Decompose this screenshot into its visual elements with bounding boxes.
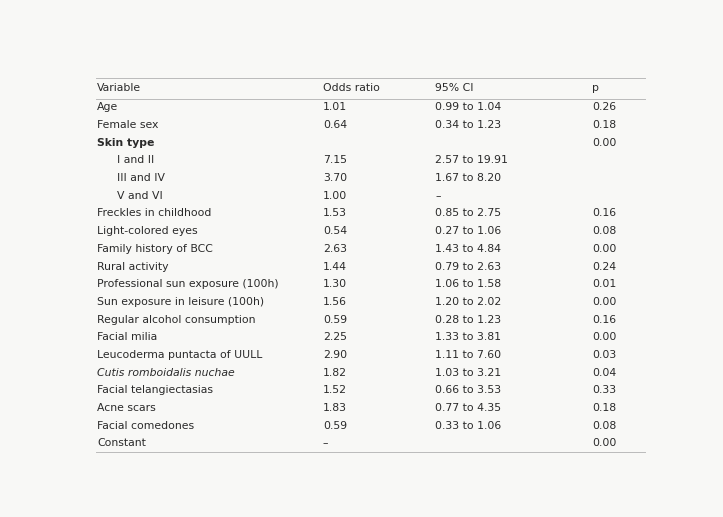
Text: 0.79 to 2.63: 0.79 to 2.63 bbox=[435, 262, 501, 271]
Text: 1.30: 1.30 bbox=[323, 279, 347, 289]
Text: Facial milia: Facial milia bbox=[97, 332, 158, 342]
Text: 0.16: 0.16 bbox=[592, 314, 616, 325]
Text: 1.52: 1.52 bbox=[323, 385, 347, 396]
Text: 2.25: 2.25 bbox=[323, 332, 347, 342]
Text: Sun exposure in leisure (100h): Sun exposure in leisure (100h) bbox=[97, 297, 264, 307]
Text: –: – bbox=[435, 191, 440, 201]
Text: Facial comedones: Facial comedones bbox=[97, 421, 194, 431]
Text: 0.28 to 1.23: 0.28 to 1.23 bbox=[435, 314, 501, 325]
Text: Skin type: Skin type bbox=[97, 138, 155, 148]
Text: 1.01: 1.01 bbox=[323, 102, 347, 112]
Text: III and IV: III and IV bbox=[116, 173, 165, 183]
Text: 1.44: 1.44 bbox=[323, 262, 347, 271]
Text: Regular alcohol consumption: Regular alcohol consumption bbox=[97, 314, 256, 325]
Text: 0.85 to 2.75: 0.85 to 2.75 bbox=[435, 208, 501, 219]
Text: 7.15: 7.15 bbox=[323, 156, 347, 165]
Text: 0.77 to 4.35: 0.77 to 4.35 bbox=[435, 403, 501, 413]
Text: 0.99 to 1.04: 0.99 to 1.04 bbox=[435, 102, 501, 112]
Text: Light-colored eyes: Light-colored eyes bbox=[97, 226, 197, 236]
Text: 0.33 to 1.06: 0.33 to 1.06 bbox=[435, 421, 501, 431]
Text: Female sex: Female sex bbox=[97, 120, 158, 130]
Text: 0.64: 0.64 bbox=[323, 120, 347, 130]
Text: 0.18: 0.18 bbox=[592, 403, 616, 413]
Text: Cutis romboidalis nuchae: Cutis romboidalis nuchae bbox=[97, 368, 235, 377]
Text: 1.53: 1.53 bbox=[323, 208, 347, 219]
Text: Family history of BCC: Family history of BCC bbox=[97, 244, 213, 254]
Text: 0.18: 0.18 bbox=[592, 120, 616, 130]
Text: 1.06 to 1.58: 1.06 to 1.58 bbox=[435, 279, 501, 289]
Text: 1.11 to 7.60: 1.11 to 7.60 bbox=[435, 350, 501, 360]
Text: Age: Age bbox=[97, 102, 119, 112]
Text: 1.83: 1.83 bbox=[323, 403, 347, 413]
Text: Odds ratio: Odds ratio bbox=[323, 83, 380, 93]
Text: Professional sun exposure (100h): Professional sun exposure (100h) bbox=[97, 279, 279, 289]
Text: 3.70: 3.70 bbox=[323, 173, 347, 183]
Text: 0.24: 0.24 bbox=[592, 262, 616, 271]
Text: Leucoderma puntacta of UULL: Leucoderma puntacta of UULL bbox=[97, 350, 262, 360]
Text: 0.04: 0.04 bbox=[592, 368, 616, 377]
Text: p: p bbox=[592, 83, 599, 93]
Text: 1.20 to 2.02: 1.20 to 2.02 bbox=[435, 297, 501, 307]
Text: 0.00: 0.00 bbox=[592, 332, 616, 342]
Text: 1.00: 1.00 bbox=[323, 191, 347, 201]
Text: 0.34 to 1.23: 0.34 to 1.23 bbox=[435, 120, 501, 130]
Text: 0.00: 0.00 bbox=[592, 138, 616, 148]
Text: Freckles in childhood: Freckles in childhood bbox=[97, 208, 211, 219]
Text: 2.57 to 19.91: 2.57 to 19.91 bbox=[435, 156, 508, 165]
Text: Rural activity: Rural activity bbox=[97, 262, 168, 271]
Text: 0.16: 0.16 bbox=[592, 208, 616, 219]
Text: 2.63: 2.63 bbox=[323, 244, 347, 254]
Text: 0.54: 0.54 bbox=[323, 226, 347, 236]
Text: 1.43 to 4.84: 1.43 to 4.84 bbox=[435, 244, 501, 254]
Text: 0.08: 0.08 bbox=[592, 421, 616, 431]
Text: 0.33: 0.33 bbox=[592, 385, 616, 396]
Text: 0.00: 0.00 bbox=[592, 438, 616, 448]
Text: 0.59: 0.59 bbox=[323, 421, 347, 431]
Text: 0.00: 0.00 bbox=[592, 244, 616, 254]
Text: Variable: Variable bbox=[97, 83, 141, 93]
Text: 2.90: 2.90 bbox=[323, 350, 347, 360]
Text: 0.03: 0.03 bbox=[592, 350, 616, 360]
Text: Constant: Constant bbox=[97, 438, 146, 448]
Text: 0.26: 0.26 bbox=[592, 102, 616, 112]
Text: 1.56: 1.56 bbox=[323, 297, 347, 307]
Text: 95% CI: 95% CI bbox=[435, 83, 474, 93]
Text: I and II: I and II bbox=[116, 156, 154, 165]
Text: Facial telangiectasias: Facial telangiectasias bbox=[97, 385, 213, 396]
Text: 1.03 to 3.21: 1.03 to 3.21 bbox=[435, 368, 501, 377]
Text: 0.59: 0.59 bbox=[323, 314, 347, 325]
Text: 1.82: 1.82 bbox=[323, 368, 347, 377]
Text: Acne scars: Acne scars bbox=[97, 403, 156, 413]
Text: V and VI: V and VI bbox=[116, 191, 163, 201]
Text: 1.67 to 8.20: 1.67 to 8.20 bbox=[435, 173, 501, 183]
Text: 0.01: 0.01 bbox=[592, 279, 616, 289]
Text: 0.08: 0.08 bbox=[592, 226, 616, 236]
Text: 0.00: 0.00 bbox=[592, 297, 616, 307]
Text: 1.33 to 3.81: 1.33 to 3.81 bbox=[435, 332, 501, 342]
Text: 0.27 to 1.06: 0.27 to 1.06 bbox=[435, 226, 501, 236]
Text: 0.66 to 3.53: 0.66 to 3.53 bbox=[435, 385, 501, 396]
Text: –: – bbox=[323, 438, 328, 448]
